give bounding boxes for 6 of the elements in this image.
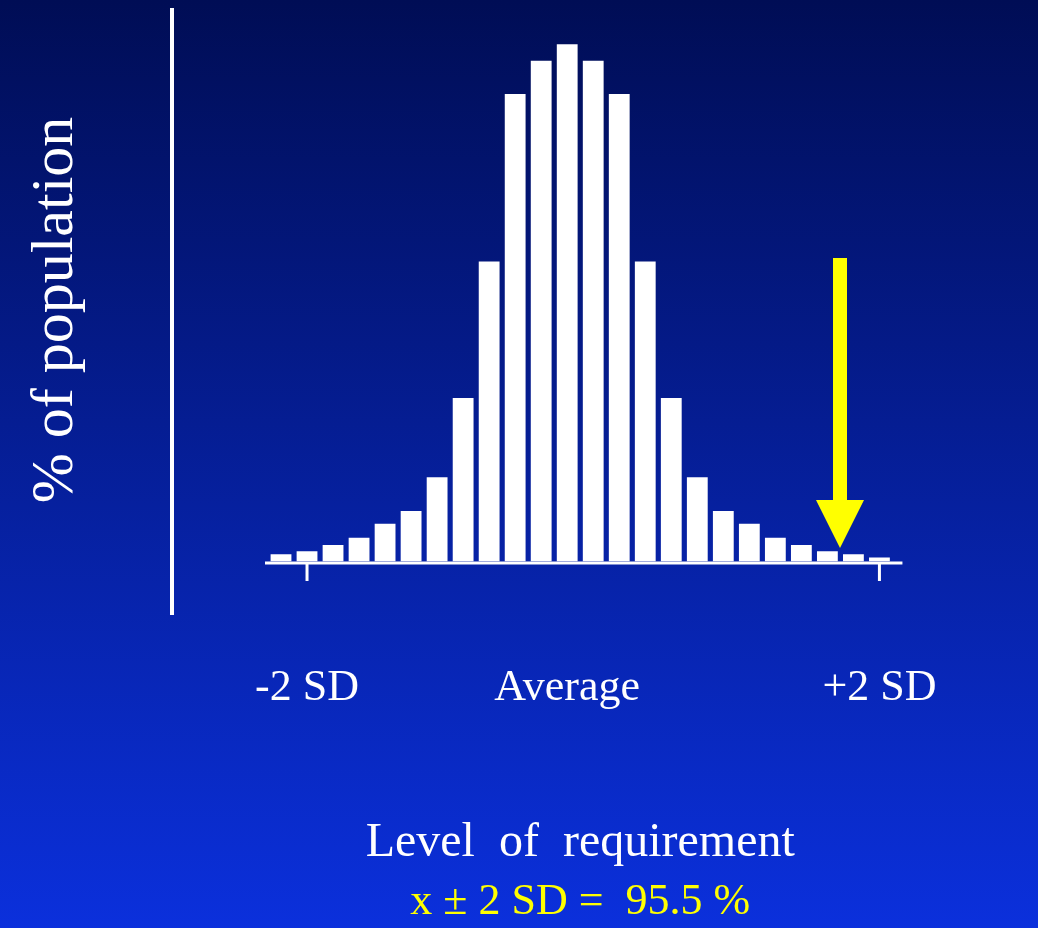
text: x ± 2 SD = 95.5 % <box>410 874 751 924</box>
x-axis-title: Level of requirement <box>365 812 796 866</box>
x-tick-label: -2 SD <box>255 660 359 710</box>
x-tick-label: Average <box>494 660 641 710</box>
x-tick-label: +2 SD <box>822 660 937 710</box>
y-axis-title: % of population <box>17 116 86 504</box>
